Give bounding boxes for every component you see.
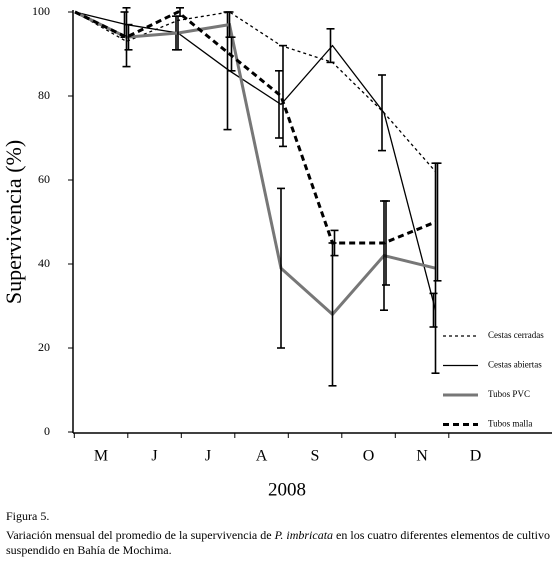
caption: Variación mensual del promedio de la sup… bbox=[6, 528, 551, 558]
y-tick-label: 0 bbox=[44, 424, 50, 438]
x-tick-label: A bbox=[256, 448, 268, 465]
y-tick-label: 20 bbox=[38, 340, 50, 354]
figure-label: Figura 5. bbox=[6, 509, 50, 523]
x-tick-label: J bbox=[205, 448, 211, 465]
series-line bbox=[74, 10, 436, 317]
legend-label: Tubos PVC bbox=[488, 389, 530, 399]
caption-text: Variación mensual del promedio de la sup… bbox=[6, 528, 272, 542]
caption-text: en los cuatro diferentes elementos de cu… bbox=[6, 528, 550, 557]
legend-label: Cestas abiertas bbox=[488, 360, 542, 370]
legend-label: Cestas cerradas bbox=[488, 330, 544, 340]
x-tick-label: O bbox=[363, 448, 375, 465]
y-tick-label: 100 bbox=[32, 4, 50, 18]
caption-species: P. imbricata bbox=[274, 528, 334, 542]
x-tick-label: M bbox=[94, 448, 108, 465]
y-tick-label: 40 bbox=[38, 256, 50, 270]
y-axis-label: Supervivencia (%) bbox=[1, 140, 26, 304]
series-line bbox=[74, 11, 437, 311]
y-tick-label: 60 bbox=[38, 172, 50, 186]
x-axis-label: 2008 bbox=[268, 479, 306, 500]
chart: Supervivencia (%) 2008 0 20 40 60 80 100 M J J A S… bbox=[1, 4, 552, 500]
legend-label: Tubos malla bbox=[488, 419, 532, 429]
y-tick-label: 80 bbox=[38, 88, 50, 102]
x-tick-label: S bbox=[311, 448, 320, 465]
x-tick-label: D bbox=[470, 448, 482, 465]
x-tick-label: N bbox=[416, 448, 428, 465]
x-tick-label: J bbox=[151, 448, 157, 465]
series-line bbox=[74, 10, 437, 245]
